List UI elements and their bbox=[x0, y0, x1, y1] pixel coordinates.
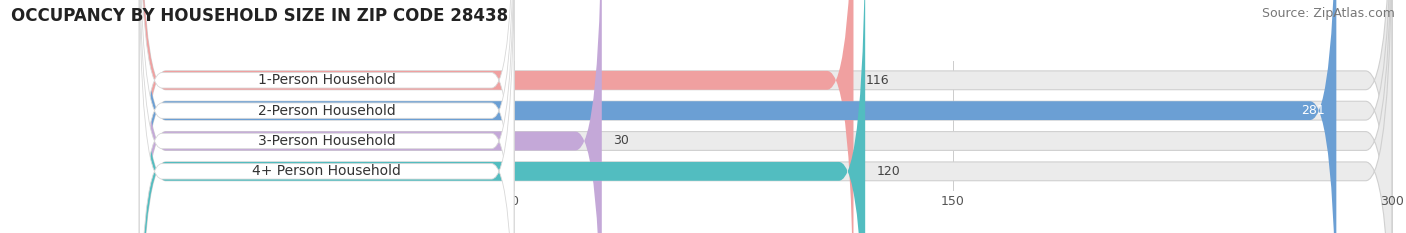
FancyBboxPatch shape bbox=[139, 0, 1392, 233]
Text: 120: 120 bbox=[877, 165, 901, 178]
FancyBboxPatch shape bbox=[139, 0, 515, 233]
Text: 3-Person Household: 3-Person Household bbox=[257, 134, 395, 148]
Text: 2-Person Household: 2-Person Household bbox=[257, 104, 395, 118]
FancyBboxPatch shape bbox=[139, 0, 515, 233]
FancyBboxPatch shape bbox=[139, 0, 853, 233]
FancyBboxPatch shape bbox=[139, 0, 865, 233]
FancyBboxPatch shape bbox=[139, 0, 1392, 233]
Text: 30: 30 bbox=[613, 134, 630, 147]
Text: Source: ZipAtlas.com: Source: ZipAtlas.com bbox=[1261, 7, 1395, 20]
FancyBboxPatch shape bbox=[139, 0, 602, 233]
FancyBboxPatch shape bbox=[139, 0, 515, 233]
Text: 116: 116 bbox=[865, 74, 889, 87]
Text: 4+ Person Household: 4+ Person Household bbox=[252, 164, 401, 178]
Text: 1-Person Household: 1-Person Household bbox=[257, 73, 395, 87]
Text: OCCUPANCY BY HOUSEHOLD SIZE IN ZIP CODE 28438: OCCUPANCY BY HOUSEHOLD SIZE IN ZIP CODE … bbox=[11, 7, 509, 25]
FancyBboxPatch shape bbox=[139, 0, 1336, 233]
FancyBboxPatch shape bbox=[139, 0, 1392, 233]
Text: 281: 281 bbox=[1301, 104, 1324, 117]
FancyBboxPatch shape bbox=[139, 0, 515, 233]
FancyBboxPatch shape bbox=[139, 0, 1392, 233]
